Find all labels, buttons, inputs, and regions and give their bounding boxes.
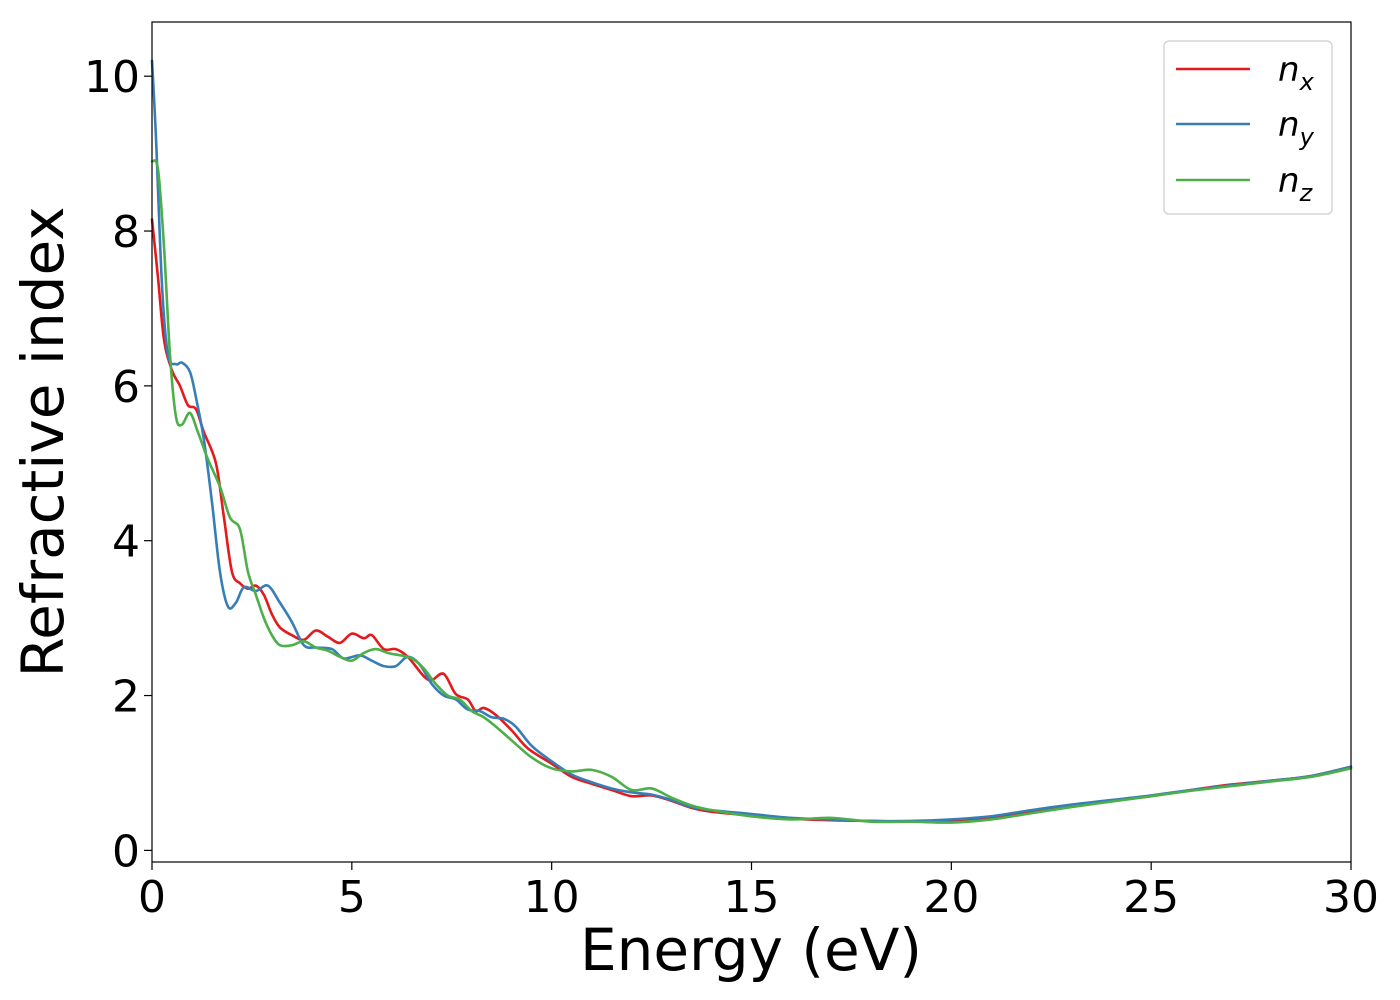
y-axis-title: Refractive index [9, 206, 77, 677]
x-tick-label: 20 [923, 872, 979, 923]
x-axis-ticks: 0 5 10 15 20 25 30 [138, 862, 1379, 923]
x-tick-label: 30 [1323, 872, 1379, 923]
legend-label-nx: nx [1278, 50, 1315, 96]
series-lines [150, 59, 1353, 824]
legend-label-nz: nz [1278, 161, 1314, 207]
x-tick-label: 15 [724, 872, 780, 923]
x-tick-label: 0 [138, 872, 166, 923]
y-tick-label: 8 [112, 207, 140, 258]
x-tick-label: 5 [338, 872, 366, 923]
y-tick-label: 2 [112, 672, 140, 723]
y-tick-label: 0 [112, 826, 140, 877]
legend-label-subscript: y [1299, 123, 1315, 151]
series-line-ny [150, 59, 1353, 823]
legend-label-base: n [1278, 161, 1300, 201]
y-tick-label: 4 [112, 517, 140, 568]
series-line-nz [150, 159, 1353, 824]
legend-label-base: n [1278, 105, 1300, 145]
y-axis-ticks: 0 2 4 6 8 10 [84, 52, 152, 877]
legend-label-base: n [1278, 50, 1300, 90]
x-tick-label: 10 [524, 872, 580, 923]
legend-label-ny: ny [1278, 105, 1315, 151]
y-tick-label: 6 [112, 362, 140, 413]
y-tick-label: 10 [84, 52, 140, 103]
x-tick-label: 25 [1123, 872, 1179, 923]
legend-label-subscript: x [1299, 68, 1315, 96]
legend-box [1163, 40, 1333, 215]
legend-label-subscript: z [1299, 179, 1314, 207]
x-axis-title: Energy (eV) [580, 916, 922, 984]
